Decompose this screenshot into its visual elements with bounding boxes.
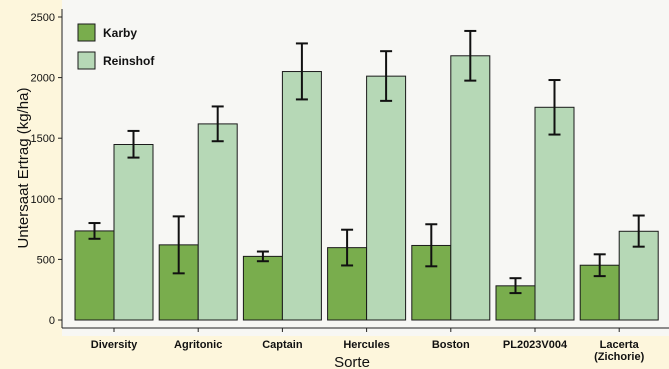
y-tick-label: 2500 bbox=[31, 12, 55, 24]
y-tick-label: 2000 bbox=[31, 73, 55, 85]
y-tick-label: 500 bbox=[37, 254, 55, 266]
bar-karby-captain bbox=[242, 255, 283, 321]
x-tick-label: Diversity bbox=[91, 339, 138, 351]
legend-label-reinshof: Reinshof bbox=[103, 54, 155, 68]
legend: Karby Reinshof bbox=[77, 23, 155, 70]
bar-reinshof-pl2023v004 bbox=[534, 106, 575, 321]
x-tick-label: Hercules bbox=[343, 339, 389, 351]
x-tick-label: Lacerta bbox=[600, 339, 640, 351]
bar-reinshof-diversity bbox=[113, 144, 154, 321]
x-tick-sublabel: (Zichorie) bbox=[594, 351, 644, 363]
x-tick-label: Captain bbox=[262, 339, 303, 351]
y-axis-title: Untersaat Ertrag (kg/ha) bbox=[15, 88, 32, 249]
y-tick-label: 0 bbox=[49, 315, 55, 327]
x-axis: Diversity Agritonic Captain Hercules Boston P… bbox=[62, 327, 669, 363]
x-tick-label: Boston bbox=[432, 339, 470, 351]
bar-reinshof-hercules bbox=[366, 75, 407, 321]
bar-reinshof-agritonic bbox=[197, 123, 238, 321]
error-bars bbox=[88, 29, 645, 295]
legend-swatch-karby bbox=[77, 23, 96, 42]
y-tick-label: 1500 bbox=[31, 133, 55, 145]
bars bbox=[74, 55, 659, 321]
bar-karby-diversity bbox=[74, 230, 115, 321]
x-tick-label: PL2023V004 bbox=[503, 339, 568, 351]
x-tick-label: Agritonic bbox=[174, 339, 222, 351]
legend-swatch-reinshof bbox=[77, 51, 96, 70]
legend-label-karby: Karby bbox=[103, 26, 137, 40]
bar-reinshof-captain bbox=[281, 71, 322, 321]
x-axis-title: Sorte bbox=[334, 354, 370, 369]
y-tick-label: 1000 bbox=[31, 194, 55, 206]
y-axis: 0 500 1000 1500 2000 2500 bbox=[31, 9, 63, 328]
bar-reinshof-boston bbox=[450, 55, 491, 321]
